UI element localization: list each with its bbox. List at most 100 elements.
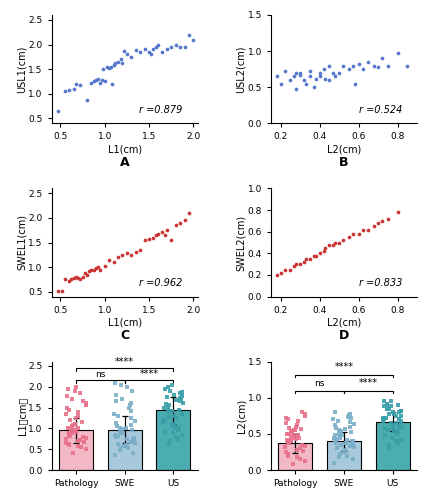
Point	[172, 40, 179, 48]
Point	[137, 246, 144, 254]
Point	[389, 434, 396, 442]
Point	[154, 230, 161, 237]
Point	[335, 453, 342, 461]
Point	[72, 273, 79, 281]
Point	[71, 274, 77, 282]
Point	[371, 222, 378, 230]
Point	[141, 236, 148, 244]
Point	[333, 424, 340, 432]
Point	[92, 76, 99, 84]
Point	[154, 40, 161, 48]
Point	[168, 407, 175, 415]
Point	[298, 408, 305, 416]
Point	[303, 80, 310, 88]
Point	[326, 76, 333, 84]
Point	[330, 416, 337, 424]
Point	[132, 417, 138, 425]
Point	[381, 432, 388, 440]
Point	[74, 412, 81, 420]
Point	[385, 410, 392, 418]
Text: C: C	[120, 329, 129, 342]
Point	[301, 458, 308, 466]
Point	[338, 427, 344, 435]
Point	[283, 448, 289, 456]
Point	[128, 421, 135, 429]
Point	[347, 414, 354, 422]
Point	[277, 269, 284, 277]
Point	[349, 455, 356, 463]
Point	[103, 62, 110, 70]
Point	[316, 69, 323, 77]
Point	[301, 76, 307, 84]
Point	[64, 385, 71, 393]
Point	[384, 404, 391, 412]
Y-axis label: USL2(cm): USL2(cm)	[236, 46, 246, 93]
Point	[288, 436, 295, 444]
Point	[163, 226, 170, 234]
Point	[375, 219, 381, 227]
Point	[355, 60, 362, 68]
Point	[293, 84, 300, 92]
Point	[383, 414, 390, 422]
X-axis label: L2(cm): L2(cm)	[327, 318, 361, 328]
Point	[112, 397, 119, 405]
Point	[404, 62, 411, 70]
Point	[343, 438, 350, 446]
Point	[75, 437, 82, 445]
Point	[282, 419, 289, 427]
Point	[66, 86, 73, 94]
Point	[392, 412, 399, 420]
Bar	[376, 422, 410, 470]
Point	[127, 414, 134, 422]
Point	[396, 421, 403, 429]
Point	[347, 442, 353, 450]
Point	[390, 421, 396, 429]
Point	[291, 262, 298, 270]
Point	[173, 414, 180, 422]
Point	[390, 408, 396, 416]
Bar	[327, 441, 361, 470]
X-axis label: L1(cm): L1(cm)	[108, 318, 142, 328]
Point	[349, 230, 356, 238]
Point	[387, 402, 394, 410]
Point	[65, 424, 72, 432]
Point	[281, 68, 288, 76]
Y-axis label: L2(cm): L2(cm)	[236, 398, 246, 433]
Point	[122, 442, 129, 450]
Point	[150, 234, 157, 241]
Point	[292, 422, 299, 430]
Point	[126, 402, 133, 409]
Point	[119, 428, 126, 436]
Point	[371, 62, 378, 70]
Point	[385, 404, 392, 412]
Text: r =0.524: r =0.524	[359, 104, 402, 115]
Point	[178, 392, 185, 400]
Point	[337, 450, 344, 458]
Point	[285, 450, 292, 458]
Point	[128, 53, 135, 61]
Point	[289, 460, 296, 468]
Point	[178, 395, 185, 403]
Point	[112, 60, 119, 68]
Point	[178, 430, 185, 438]
Point	[398, 412, 405, 420]
Point	[121, 47, 128, 55]
Point	[355, 230, 362, 238]
Point	[146, 48, 153, 56]
Point	[170, 422, 177, 430]
Point	[340, 62, 347, 70]
Point	[106, 256, 113, 264]
Point	[185, 30, 192, 38]
Point	[381, 416, 388, 424]
Point	[291, 432, 298, 440]
Point	[181, 216, 188, 224]
Point	[119, 60, 126, 68]
Point	[177, 43, 184, 51]
Point	[129, 387, 136, 395]
Point	[331, 459, 338, 467]
Point	[77, 443, 84, 451]
Point	[287, 266, 294, 274]
Point	[350, 437, 356, 445]
Point	[388, 419, 395, 427]
Point	[88, 266, 95, 274]
